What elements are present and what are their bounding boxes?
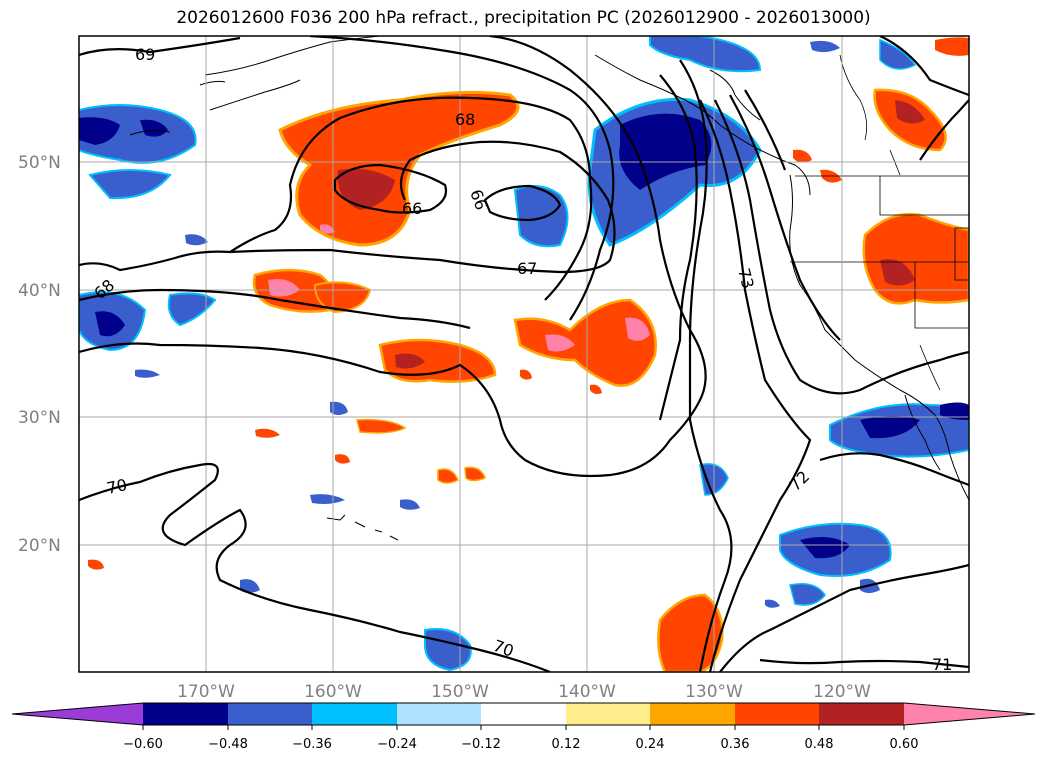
contour-label: 70 xyxy=(105,475,129,498)
latitude-labels: 50°N 40°N 30°N 20°N xyxy=(18,153,61,556)
contour-label: 66 xyxy=(402,199,422,218)
gridlines xyxy=(79,36,969,672)
lon-tick-label: 170°W xyxy=(177,682,235,702)
lon-tick-label: 130°W xyxy=(685,682,743,702)
colorbar-swatch xyxy=(481,703,566,725)
lon-tick-label: 160°W xyxy=(304,682,362,702)
colorbar-tick-label: −0.48 xyxy=(208,737,248,752)
contour-label: 73 xyxy=(734,266,758,291)
colorbar-over-arrow xyxy=(904,703,1035,725)
contour-label: 69 xyxy=(135,45,155,64)
colorbar-tick-label: −0.12 xyxy=(461,737,501,752)
colorbar-swatch xyxy=(312,703,397,725)
lat-tick-label: 20°N xyxy=(18,536,61,556)
lon-tick-label: 120°W xyxy=(813,682,871,702)
colorbar-tick-label: 0.36 xyxy=(721,737,750,752)
map-content: 69 68 66 66 67 68 70 70 72 73 71 xyxy=(79,36,969,674)
lat-tick-label: 50°N xyxy=(18,153,61,173)
colorbar-swatch xyxy=(819,703,904,725)
longitude-labels: 170°W 160°W 150°W 140°W 130°W 120°W xyxy=(177,682,871,702)
colorbar-tick-label: 0.24 xyxy=(636,737,665,752)
colorbar-tick-label: −0.36 xyxy=(292,737,332,752)
coastlines xyxy=(129,36,969,541)
positive-precip-regions xyxy=(88,37,969,672)
colorbar-tick-label: −0.60 xyxy=(123,737,163,752)
refractivity-contours xyxy=(79,36,969,672)
lat-tick-label: 40°N xyxy=(18,281,61,301)
colorbar-tick-label: 0.48 xyxy=(805,737,834,752)
colorbar-tick-label: −0.24 xyxy=(377,737,417,752)
colorbar-swatch xyxy=(143,703,228,725)
colorbar-swatch xyxy=(397,703,481,725)
colorbar: −0.60 −0.48 −0.36 −0.24 −0.12 0.12 0.24 … xyxy=(11,702,1036,752)
lat-tick-label: 30°N xyxy=(18,408,61,428)
lon-tick-label: 150°W xyxy=(431,682,489,702)
colorbar-swatch xyxy=(228,703,312,725)
colorbar-swatch xyxy=(650,703,735,725)
chart-title: 2026012600 F036 200 hPa refract., precip… xyxy=(176,8,871,28)
colorbar-swatch xyxy=(566,703,650,725)
contour-label: 68 xyxy=(455,110,475,129)
map-frame xyxy=(78,35,970,673)
contour-label: 67 xyxy=(517,259,537,278)
contour-label: 71 xyxy=(932,655,952,674)
colorbar-tick-label: 0.60 xyxy=(890,737,919,752)
lon-tick-label: 140°W xyxy=(558,682,616,702)
colorbar-tick-label: 0.12 xyxy=(552,737,581,752)
colorbar-under-arrow xyxy=(12,703,143,725)
colorbar-swatch xyxy=(735,703,819,725)
